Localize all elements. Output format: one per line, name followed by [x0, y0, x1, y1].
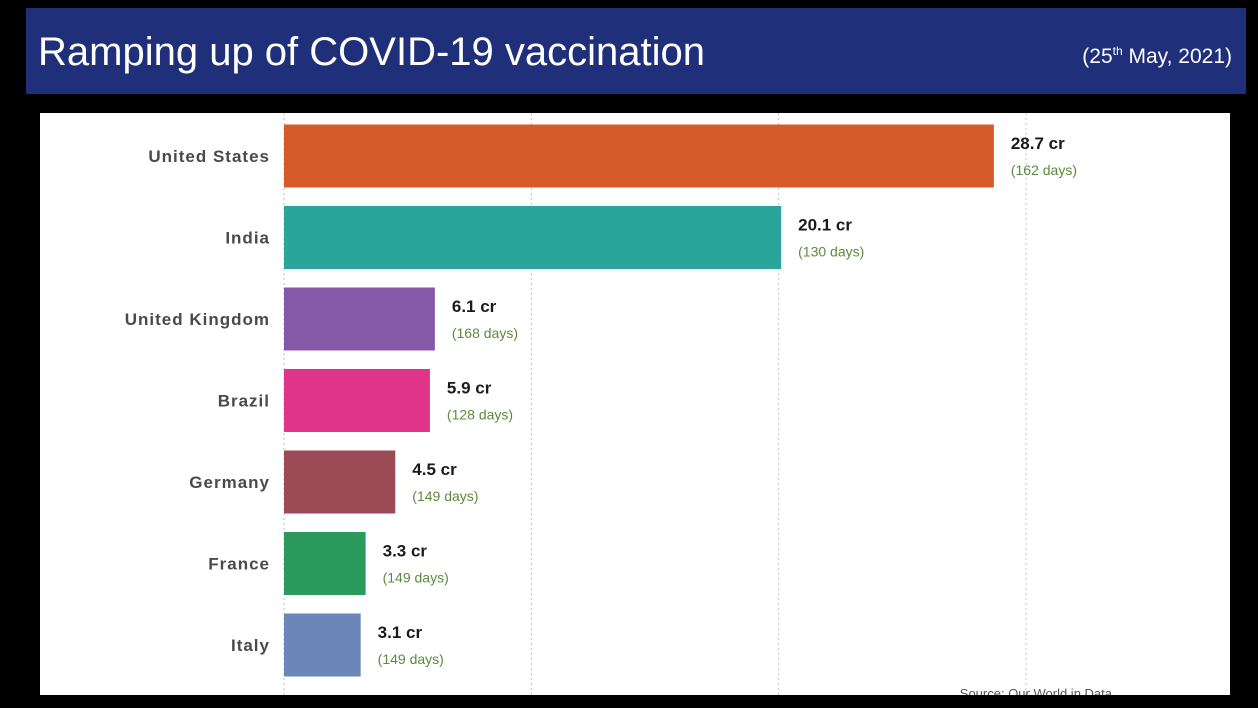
- bar: [284, 124, 994, 188]
- category-label: France: [208, 555, 270, 574]
- bar: [284, 532, 366, 595]
- bar: [284, 206, 782, 269]
- days-label: (149 days): [383, 570, 449, 586]
- title-bar: Ramping up of COVID-19 vaccination (25th…: [26, 8, 1246, 94]
- days-label: (149 days): [412, 488, 478, 504]
- data-label: 4.5 cr: [412, 460, 457, 479]
- category-label: Germany: [189, 473, 270, 492]
- bar: [284, 287, 435, 351]
- date-ordinal: th: [1112, 44, 1123, 58]
- category-label: Italy: [231, 636, 270, 655]
- data-label: 20.1 cr: [798, 216, 852, 235]
- category-label: India: [225, 229, 270, 248]
- category-label: United Kingdom: [125, 310, 270, 329]
- date-label: (25th May, 2021): [1082, 44, 1232, 70]
- bar: [284, 450, 396, 514]
- days-label: (130 days): [798, 244, 864, 260]
- data-label: 6.1 cr: [452, 297, 497, 316]
- data-label: 3.3 cr: [383, 542, 428, 561]
- data-label: 5.9 cr: [447, 379, 492, 398]
- category-label: Brazil: [218, 392, 270, 411]
- date-prefix: (25: [1082, 45, 1113, 68]
- bar: [284, 613, 361, 677]
- days-label: (162 days): [1011, 162, 1077, 178]
- data-label: 3.1 cr: [378, 623, 423, 642]
- source-note: Source: Our World in Data: [959, 687, 1112, 695]
- date-suffix: May, 2021): [1122, 45, 1233, 68]
- bar: [284, 369, 430, 432]
- data-label: 28.7 cr: [1011, 134, 1065, 153]
- chart-title: Ramping up of COVID-19 vaccination: [38, 30, 705, 74]
- days-label: (168 days): [452, 325, 518, 341]
- days-label: (149 days): [378, 651, 444, 667]
- category-label: United States: [148, 147, 270, 166]
- days-label: (128 days): [447, 407, 513, 423]
- bar-chart: United States 28.7 cr (162 days) India 20.1 …: [125, 113, 1077, 695]
- plot-area: United States 28.7 cr (162 days) India 20.1 …: [40, 113, 1230, 695]
